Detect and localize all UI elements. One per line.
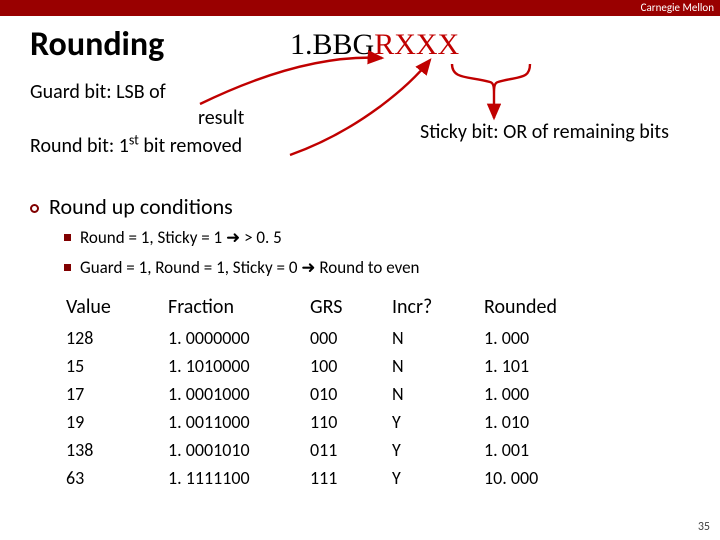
square-bullet-icon	[64, 234, 71, 241]
page-number: 35	[698, 520, 710, 534]
bitstring-black: BBG	[313, 28, 375, 61]
bullet-icon	[30, 204, 39, 213]
table-row: 631. 1111100111Y10. 000	[66, 465, 584, 491]
table-row: 171. 0001000010N1. 000	[66, 381, 584, 407]
cond2-text: Guard = 1, Round = 1, Sticky = 0 ➜ Round…	[80, 257, 419, 278]
col-grs: GRS	[310, 293, 390, 323]
cond1-text: Round = 1, Sticky = 1 ➜ > 0. 5	[80, 227, 282, 248]
table-row: 1381. 0001010011Y1. 001	[66, 437, 584, 463]
brand-label: Carnegie Mellon	[641, 1, 714, 14]
guard-label: Guard bit: LSB of result Round bit: 1st …	[30, 79, 700, 159]
condition-1: Round = 1, Sticky = 1 ➜ > 0. 5	[64, 226, 700, 251]
bitstring-red: RXXX	[374, 28, 459, 61]
section-text: Round up conditions	[49, 193, 233, 220]
table-row: 1281. 0000000000N1. 000	[66, 325, 584, 351]
bitstring: 1.BBGRXXX	[290, 28, 459, 62]
header-bar: Carnegie Mellon	[0, 0, 720, 16]
square-bullet-icon	[64, 264, 71, 271]
table-row: 151. 1010000100N1. 101	[66, 353, 584, 379]
rounding-table: Value Fraction GRS Incr? Rounded 1281. 0…	[64, 291, 586, 493]
sticky-label: Sticky bit: OR of remaining bits	[420, 120, 669, 144]
col-incr: Incr?	[392, 293, 482, 323]
section-heading: Round up conditions	[30, 193, 700, 220]
slide-body: Rounding 1.BBGRXXX Guard bit: LSB of res…	[0, 16, 720, 493]
col-value: Value	[66, 293, 166, 323]
bitstring-prefix: 1.	[290, 28, 313, 61]
round-label: Round bit: 1st bit removed	[30, 134, 242, 158]
col-rounded: Rounded	[484, 293, 584, 323]
table-row: 191. 0011000110Y1. 010	[66, 409, 584, 435]
col-fraction: Fraction	[168, 293, 308, 323]
guard-line2: result	[198, 106, 244, 130]
condition-2: Guard = 1, Round = 1, Sticky = 0 ➜ Round…	[64, 256, 700, 281]
table-header-row: Value Fraction GRS Incr? Rounded	[66, 293, 584, 323]
guard-line1: Guard bit: LSB of	[30, 80, 166, 104]
